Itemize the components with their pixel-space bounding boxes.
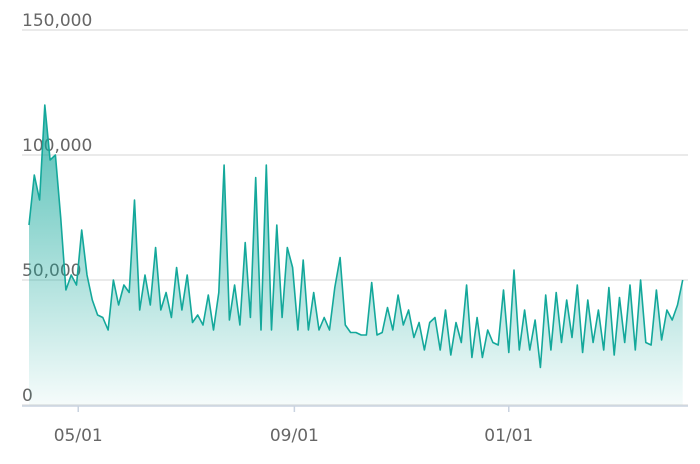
y-tick-label: 0 [22,386,33,406]
x-tick-label: 01/01 [484,426,533,446]
area [29,105,683,405]
y-tick-label: 100,000 [22,136,92,156]
y-tick-label: 150,000 [22,11,92,31]
x-tick-label: 05/01 [54,426,103,446]
line [28,104,684,369]
x-tick-label: 09/01 [270,426,319,446]
